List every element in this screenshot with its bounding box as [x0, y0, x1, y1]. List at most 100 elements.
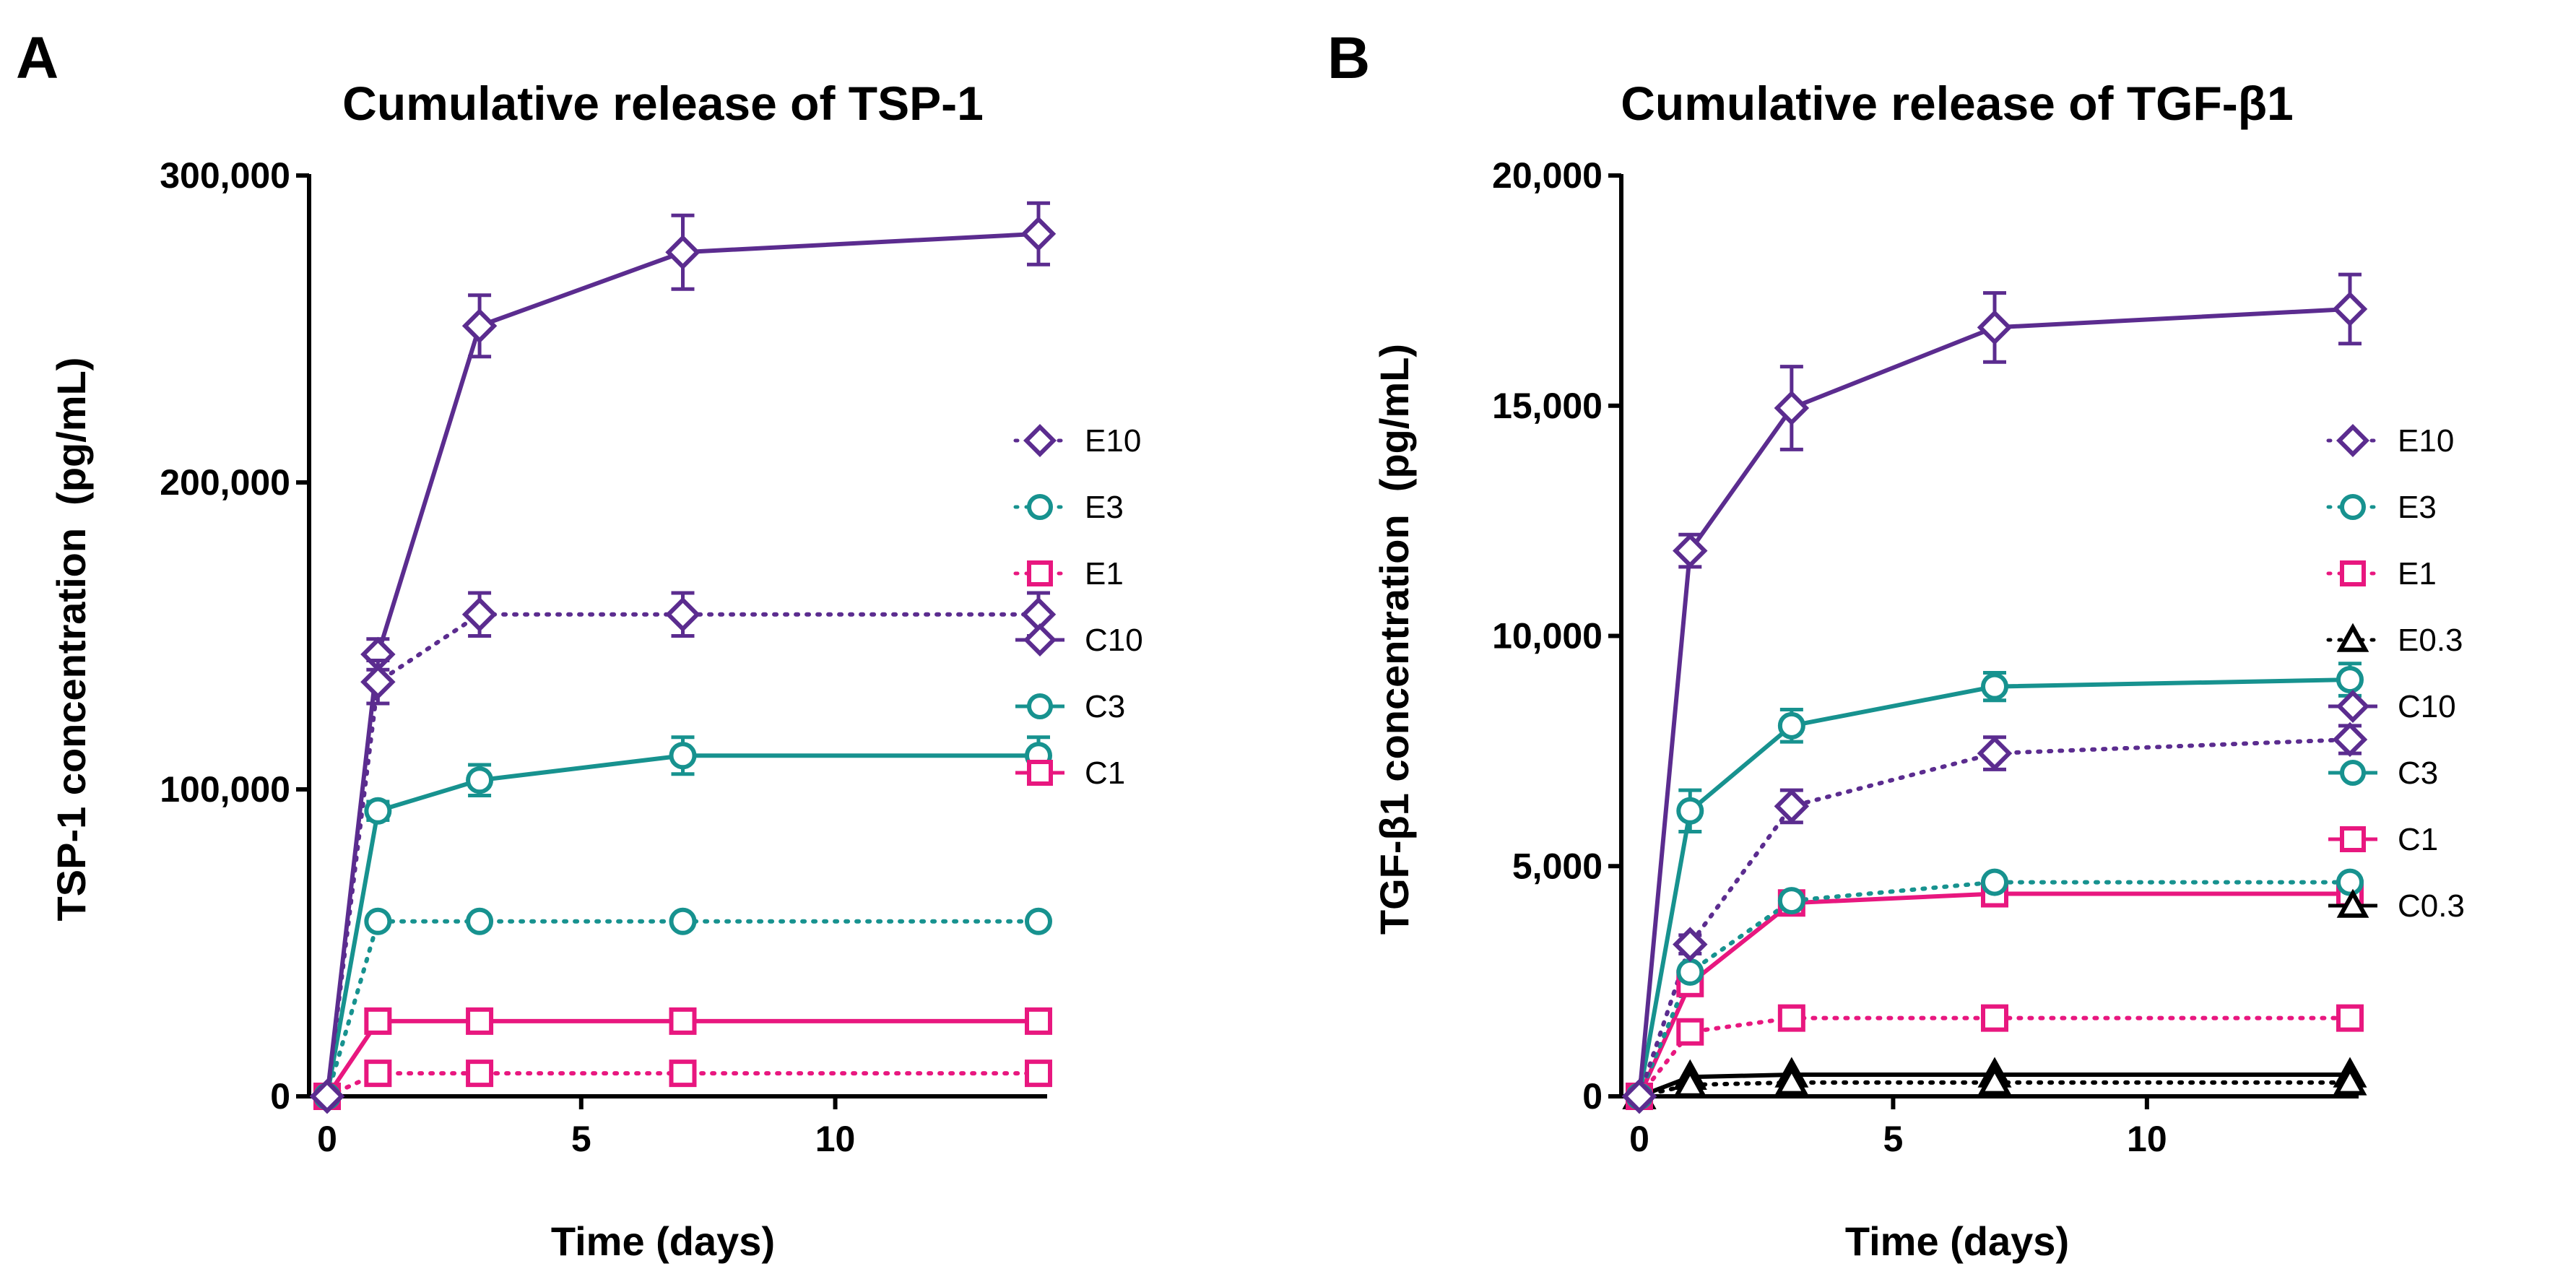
y-tick-label-b: 5,000	[1512, 846, 1603, 886]
data-point-e10-b	[1673, 927, 1708, 962]
legend-marker-c3-b	[2340, 760, 2366, 786]
data-point-c1-a	[364, 1007, 392, 1035]
data-point-e10-a	[461, 597, 498, 632]
x-tick-label-b: 10	[2127, 1119, 2167, 1159]
plot-area-a: 0 100,000 200,000 300,000 0 5 10 E10 E3 E1 C10 C3 C1	[160, 155, 1142, 1159]
data-point-e0-3-b	[1977, 1065, 2012, 1096]
data-point-c10-b	[2332, 291, 2368, 327]
legend-item-e10-b: E10	[2326, 423, 2454, 459]
y-tick-label-a: 100,000	[160, 769, 290, 810]
legend-marker-c1-a	[1027, 760, 1053, 786]
legend-item-c3-a: C3	[1015, 689, 1125, 724]
legend-item-c1-b: C1	[2328, 822, 2438, 857]
data-point-e1-a	[669, 1060, 697, 1088]
x-tick-label-a: 5	[571, 1119, 591, 1159]
legend-label-e10-b: E10	[2398, 423, 2454, 459]
y-tick-label-b: 10,000	[1492, 616, 1603, 656]
legend-marker-c0-3-b	[2336, 888, 2369, 918]
series-line-c10-b	[1637, 306, 2351, 1097]
data-point-e10-b	[2332, 722, 2368, 758]
data-point-c10-a	[1020, 216, 1057, 251]
legend-item-c1-a: C1	[1015, 755, 1125, 791]
legend-marker-e1-a	[1027, 560, 1053, 586]
legend-marker-e10-a	[1023, 424, 1057, 457]
legend-label-c3-a: C3	[1085, 689, 1125, 724]
data-point-e1-b	[1676, 1018, 1704, 1046]
chart-title-b: Cumulative release of TGF-β1	[1621, 77, 2294, 130]
data-point-c1-a	[466, 1007, 494, 1035]
legend-marker-e3-b	[2340, 494, 2366, 520]
legend-label-c10-a: C10	[1085, 623, 1143, 658]
data-point-c3-b	[2336, 666, 2364, 694]
data-point-c3-a	[466, 766, 494, 794]
legend-marker-e10-b	[2336, 424, 2369, 457]
data-point-e3-b	[2336, 868, 2364, 896]
y-tick-label-a: 200,000	[160, 462, 290, 503]
y-tick-label-b: 20,000	[1492, 155, 1603, 196]
legend-marker-c3-a	[1027, 693, 1053, 719]
data-point-e10-a	[309, 1078, 345, 1114]
data-point-e1-b	[1777, 1004, 1805, 1032]
legend-label-e10-a: E10	[1085, 423, 1141, 459]
legend-label-e1-a: E1	[1085, 556, 1124, 592]
x-tick-label-a: 0	[317, 1119, 337, 1159]
data-point-c10-a	[665, 235, 701, 270]
legend-label-c10-b: C10	[2398, 689, 2456, 724]
y-axis-label-a: TSP-1 concentration (pg/mL)	[48, 358, 94, 922]
legend-label-e1-b: E1	[2398, 556, 2437, 592]
data-point-e1-a	[1025, 1060, 1052, 1088]
data-point-e0-3-b	[1673, 1067, 1707, 1098]
data-point-e3-a	[669, 907, 697, 935]
legend-marker-c10-a	[1023, 623, 1057, 656]
data-point-c10-b	[1774, 390, 1810, 426]
data-point-e3-a	[364, 907, 392, 935]
data-point-e1-b	[2336, 1004, 2364, 1032]
data-point-e10-a	[360, 664, 396, 700]
data-point-e10-b	[1621, 1078, 1657, 1114]
legend-label-c1-b: C1	[2398, 822, 2438, 857]
data-point-c3-a	[364, 797, 392, 825]
legend-item-c0-3-b: C0.3	[2328, 888, 2465, 924]
legend-item-c3-b: C3	[2328, 755, 2438, 791]
legend-marker-e0-3-b	[2336, 623, 2369, 652]
legend-marker-c10-b	[2336, 690, 2369, 723]
data-point-e0-3-b	[1774, 1065, 1809, 1096]
x-tick-label-b: 5	[1883, 1119, 1904, 1159]
data-point-e10-b	[1774, 789, 1810, 824]
legend-item-e0-3-b: E0.3	[2326, 623, 2463, 658]
data-point-c1-a	[1025, 1007, 1052, 1035]
data-point-c3-b	[1676, 797, 1704, 825]
panel-letter-a: A	[16, 25, 58, 91]
legend-item-e10-a: E10	[1013, 423, 1141, 459]
data-point-e3-b	[1777, 887, 1805, 915]
x-tick-label-a: 10	[815, 1119, 856, 1159]
x-axis-label-b: Time (days)	[1845, 1218, 2069, 1264]
panel-letter-b: B	[1327, 25, 1370, 91]
legend-item-c10-b: C10	[2328, 689, 2456, 724]
data-point-e1-b	[1981, 1004, 2008, 1032]
data-point-e10-a	[665, 597, 701, 632]
y-tick-label-b: 0	[1582, 1076, 1603, 1117]
plot-area-b: 0 5,000 10,000 15,000 20,000 0 5 10 E10 E3 E1 E0.3 C…	[1492, 155, 2465, 1159]
data-point-e10-b	[1977, 735, 2013, 771]
data-point-e10-a	[1020, 597, 1057, 632]
legend-item-e3-b: E3	[2326, 490, 2437, 525]
legend-item-c10-a: C10	[1015, 623, 1143, 658]
data-point-c3-b	[1777, 711, 1805, 740]
data-point-e0-3-b	[2333, 1065, 2367, 1096]
data-point-c3-a	[669, 742, 697, 770]
data-point-e3-b	[1981, 868, 2008, 896]
data-point-c3-b	[1981, 672, 2008, 701]
data-point-c10-b	[1977, 310, 2013, 345]
series-line-e10-b	[1637, 737, 2352, 1098]
data-point-e3-b	[1676, 958, 1704, 986]
legend-item-e1-b: E1	[2326, 556, 2437, 592]
x-tick-label-b: 0	[1629, 1119, 1649, 1159]
y-tick-label-a: 300,000	[160, 155, 290, 196]
legend-label-c1-a: C1	[1085, 755, 1125, 791]
legend-marker-e1-b	[2340, 560, 2366, 586]
legend-label-e0-3-b: E0.3	[2398, 623, 2463, 658]
data-point-e1-a	[364, 1060, 392, 1088]
legend-marker-c1-b	[2340, 826, 2366, 852]
